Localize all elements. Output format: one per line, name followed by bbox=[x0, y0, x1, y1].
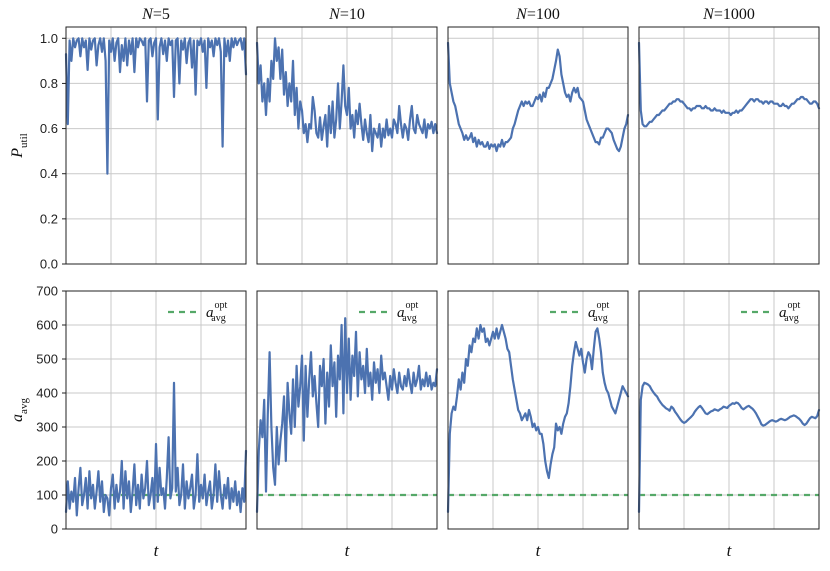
y-tick-label: 0 bbox=[51, 522, 58, 537]
series-line bbox=[255, 317, 439, 514]
panel-top-3 bbox=[446, 26, 630, 265]
y-tick-label: 400 bbox=[36, 386, 58, 401]
y-tick-label: 0.6 bbox=[40, 121, 58, 136]
plot-frame bbox=[447, 290, 629, 530]
panel-bottom-3: t aopt avg bbox=[446, 290, 630, 560]
panel-bottom-4: t aopt avg bbox=[637, 290, 821, 560]
y-axis-label: aavg bbox=[9, 398, 30, 422]
plot-frame bbox=[638, 290, 820, 530]
series-line bbox=[64, 37, 248, 175]
legend: aopt avg bbox=[168, 300, 228, 324]
panel-title: N=10 bbox=[328, 6, 365, 23]
y-tick-label: 200 bbox=[36, 454, 58, 469]
x-axis-label: t bbox=[345, 541, 351, 560]
y-tick-label: 0.2 bbox=[40, 211, 58, 226]
panel-title: N=100 bbox=[515, 6, 560, 23]
y-tick-label: 0.4 bbox=[40, 166, 58, 181]
panel-title: N=5 bbox=[141, 6, 170, 23]
x-axis-label: t bbox=[154, 541, 160, 560]
y-tick-label: 1.0 bbox=[40, 31, 58, 46]
x-axis-label: t bbox=[727, 541, 733, 560]
plot-frame bbox=[638, 26, 820, 265]
plot-frame bbox=[65, 290, 247, 530]
plot-frame bbox=[65, 26, 247, 265]
panel-bottom-1: 0 100 200 300 400 500 600 700 t aopt avg bbox=[36, 284, 248, 560]
panel-bottom-2: t aopt avg bbox=[255, 290, 439, 560]
series-line bbox=[637, 381, 821, 514]
y-axis-label: Putil bbox=[9, 133, 30, 158]
legend-label: aopt avg bbox=[779, 300, 801, 324]
series-line bbox=[446, 323, 630, 514]
series-line bbox=[637, 41, 821, 128]
plot-frame bbox=[447, 26, 629, 265]
y-tick-label: 0.8 bbox=[40, 76, 58, 91]
panel-top-4 bbox=[637, 26, 821, 265]
y-tick-label: 100 bbox=[36, 488, 58, 503]
series-line bbox=[64, 381, 248, 517]
series-line bbox=[446, 41, 630, 153]
panel-top-2 bbox=[255, 26, 439, 265]
y-tick-label: 700 bbox=[36, 284, 58, 299]
plot-frame bbox=[256, 290, 438, 530]
panels: 0.0 0.2 0.4 0.6 0.8 1.0 0 100 200 300 400 500 600 700… bbox=[36, 26, 821, 560]
series-line bbox=[255, 37, 439, 153]
y-tick-label: 500 bbox=[36, 352, 58, 367]
legend: aopt avg bbox=[550, 300, 610, 324]
panel-titles: N=5 N=10 N=100 N=1000 bbox=[141, 6, 755, 23]
y-tick-label: 600 bbox=[36, 318, 58, 333]
legend: aopt avg bbox=[741, 300, 801, 324]
legend-label: aopt avg bbox=[397, 300, 419, 324]
x-axis-label: t bbox=[536, 541, 542, 560]
y-axis-labels: Putil aavg bbox=[9, 133, 30, 422]
y-tick-label: 0.0 bbox=[40, 257, 58, 272]
plot-frame bbox=[256, 26, 438, 265]
legend-label: aopt avg bbox=[206, 300, 228, 324]
y-tick-label: 300 bbox=[36, 420, 58, 435]
panel-top-1: 0.0 0.2 0.4 0.6 0.8 1.0 bbox=[40, 26, 248, 272]
panel-title: N=1000 bbox=[702, 6, 755, 23]
legend-label: aopt avg bbox=[588, 300, 610, 324]
legend: aopt avg bbox=[359, 300, 419, 324]
